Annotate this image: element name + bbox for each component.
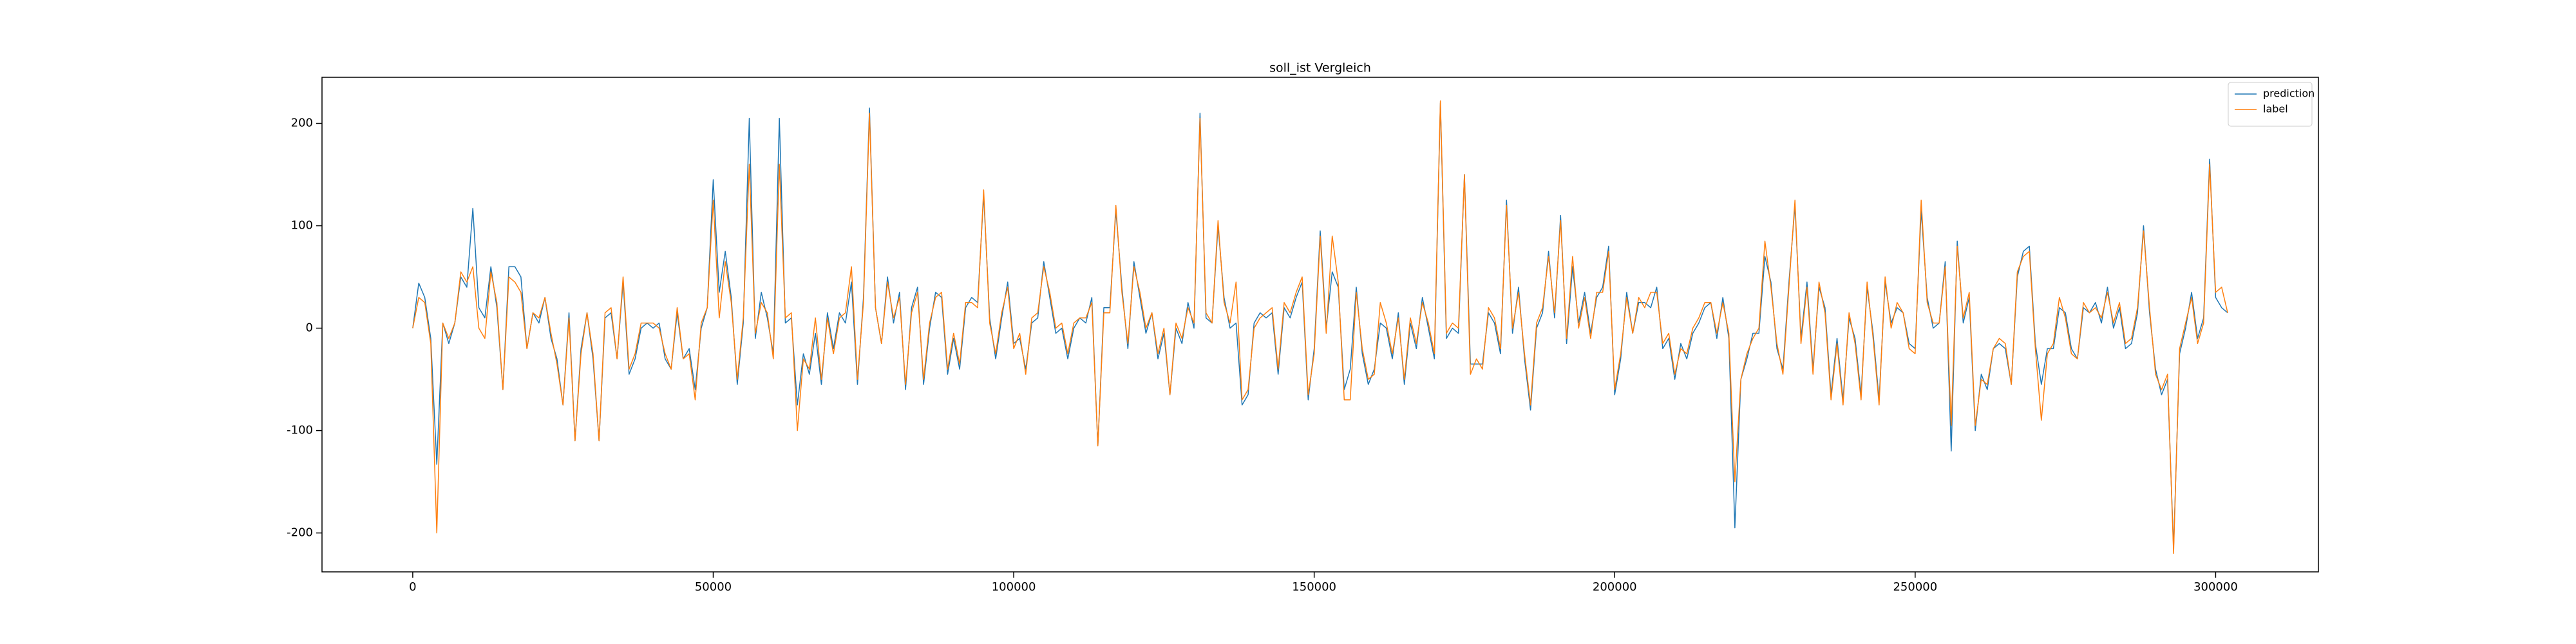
chart-title: soll_ist Vergleich xyxy=(1269,61,1371,75)
y-tick-label: -100 xyxy=(287,424,313,437)
x-tick-label: 0 xyxy=(409,580,416,594)
x-tick-label: 300000 xyxy=(2193,580,2238,594)
y-tick-label: 100 xyxy=(291,219,313,232)
y-tick-label: 200 xyxy=(291,117,313,130)
y-tick-label: -200 xyxy=(287,526,313,540)
legend-label: label xyxy=(2263,103,2288,115)
x-tick-label: 250000 xyxy=(1893,580,1937,594)
x-tick-label: 100000 xyxy=(992,580,1036,594)
series-line xyxy=(412,100,2228,554)
plot-frame xyxy=(321,77,2319,573)
x-tick-label: 150000 xyxy=(1292,580,1336,594)
legend-label: prediction xyxy=(2263,88,2315,100)
x-tick-label: 200000 xyxy=(1593,580,1637,594)
x-tick-label: 50000 xyxy=(695,580,732,594)
legend-box xyxy=(2228,82,2313,127)
y-tick-label: 0 xyxy=(306,321,313,335)
